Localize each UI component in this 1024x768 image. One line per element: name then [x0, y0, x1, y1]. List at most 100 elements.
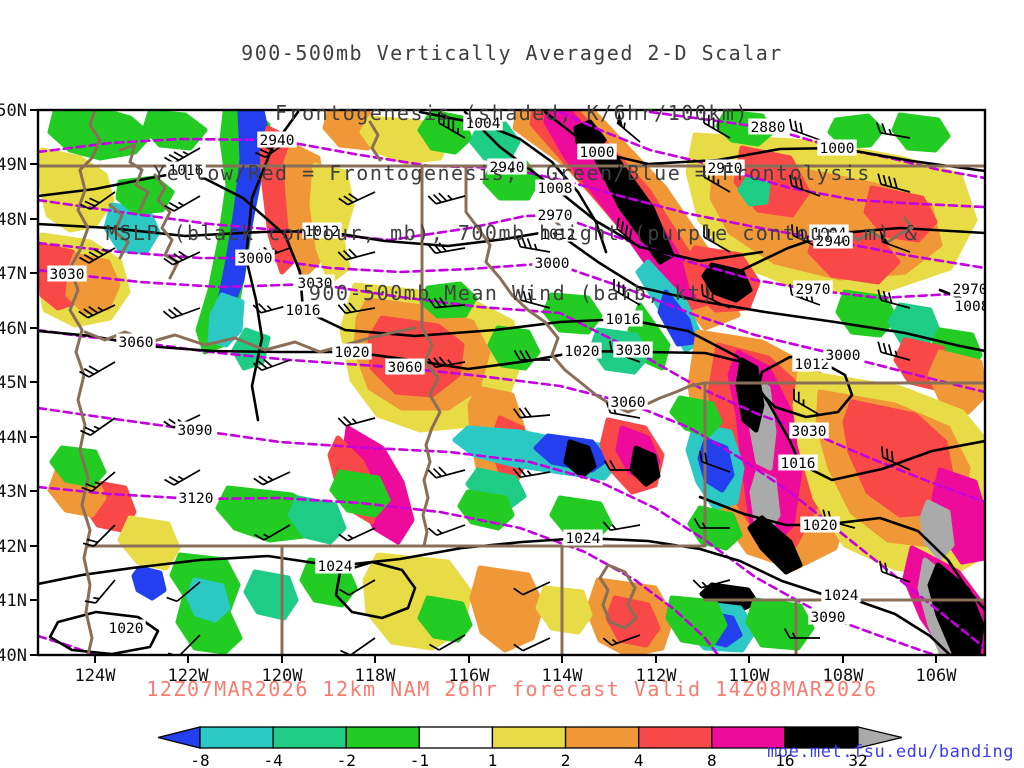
wind-barb — [78, 304, 116, 319]
frontogenesis-shading-blob — [243, 569, 299, 621]
contour-label: 2940 — [257, 131, 297, 149]
frontogenesis-shading-blob — [891, 112, 951, 153]
wind-barb — [80, 191, 116, 210]
contour-label: 1004 — [463, 114, 503, 132]
colorbar-tick-label: 16 — [775, 751, 794, 768]
contour-label: 3090 — [808, 608, 848, 626]
wind-barb — [602, 634, 641, 647]
wind-barb — [616, 163, 641, 196]
lon-tick-label: 112W — [636, 666, 678, 686]
frontogenesis-shading-blob — [469, 565, 545, 653]
wind-barb — [339, 579, 376, 596]
colorbar-segment — [199, 726, 274, 749]
wind-barb — [877, 173, 911, 193]
wind-barb — [427, 356, 466, 369]
lon-tick-label: 122W — [168, 666, 210, 686]
svg-text:3000: 3000 — [826, 348, 861, 364]
lat-tick-label: 48N — [0, 210, 27, 230]
lon-tick-label: 114W — [542, 666, 584, 686]
colorbar-segment — [638, 726, 713, 749]
site-url-link[interactable]: moe.met.fsu.edu/banding — [767, 742, 1014, 762]
svg-text:1016: 1016 — [169, 163, 204, 179]
svg-text:3090: 3090 — [178, 423, 213, 439]
contour-label: 2970 — [535, 206, 575, 224]
contour-label: 3030 — [295, 274, 335, 292]
svg-text:1020: 1020 — [565, 344, 600, 360]
contour-label: 3030 — [47, 265, 87, 283]
svg-text:1008: 1008 — [538, 181, 573, 197]
lat-tick-label: 43N — [0, 482, 27, 502]
lon-tick-label: 110W — [729, 666, 771, 686]
lat-tick-label: 45N — [0, 373, 27, 393]
state-border — [464, 164, 707, 414]
wind-barb — [429, 634, 466, 651]
wind-barb — [616, 217, 641, 249]
wind-barb — [253, 471, 291, 486]
contour-label: 2940 — [487, 158, 527, 176]
wind-barb — [337, 302, 376, 315]
colorbar-segment — [418, 726, 494, 749]
mslp-contour — [698, 495, 985, 612]
colorbar-tick-label: -8 — [190, 751, 209, 768]
svg-text:2940: 2940 — [490, 160, 525, 176]
contour-label: 1016 — [283, 301, 323, 319]
contour-label: 1000 — [577, 143, 617, 161]
colorbar-tick-label: -4 — [263, 751, 282, 768]
forecast-valid-text: 12Z07MAR2026 12km NAM 26hr forecast Vali… — [146, 677, 878, 701]
colorbar-segment — [491, 726, 567, 749]
colorbar-tick-label: 8 — [707, 751, 717, 768]
wind-barb — [789, 174, 821, 197]
frontogenesis-shading-blob — [417, 110, 473, 155]
wind-barb — [79, 361, 116, 378]
svg-text:3090: 3090 — [811, 610, 846, 626]
wind-barb — [79, 247, 116, 264]
wind-barb — [877, 289, 911, 309]
title-line-1: 900-500mb Vertically Averaged 2-D Scalar — [241, 41, 783, 65]
wind-barb — [879, 229, 911, 253]
svg-text:2970: 2970 — [538, 208, 573, 224]
wind-barb — [701, 284, 731, 309]
wind-barb — [513, 350, 550, 361]
state-border — [68, 110, 102, 655]
wind-barb — [603, 460, 640, 471]
svg-text:3060: 3060 — [388, 360, 423, 376]
svg-text:3030: 3030 — [792, 424, 827, 440]
svg-text:3120: 3120 — [179, 491, 214, 507]
wind-barb — [515, 236, 551, 253]
contour-label: 1020 — [332, 343, 372, 361]
frontogenesis-shading-blob — [629, 445, 661, 487]
frontogenesis-shading-blob — [737, 175, 771, 207]
frontogenesis-shading-blob — [665, 595, 728, 648]
title-line-2: Frontogenesis (shaded, K/6hr/100km) — [275, 101, 749, 125]
contour-label: 1000 — [817, 139, 857, 157]
svg-text:2970: 2970 — [953, 282, 988, 298]
contour-label: 3030 — [789, 422, 829, 440]
lat-tick-label: 50N — [0, 101, 27, 121]
lat-tick-label: 46N — [0, 319, 27, 339]
contour-label: 1008 — [535, 179, 575, 197]
wind-barb — [783, 628, 820, 639]
wind-barb — [513, 637, 551, 652]
frontogenesis-shading-blob — [919, 499, 955, 561]
contour-label: 1016 — [603, 310, 643, 328]
wind-barb — [252, 358, 291, 372]
colorbar-arrow-right — [857, 726, 903, 749]
wind-barb — [428, 297, 466, 309]
svg-text:1020: 1020 — [335, 345, 370, 361]
wind-barb — [427, 466, 466, 479]
svg-text:1016: 1016 — [606, 312, 641, 328]
wind-barb — [692, 579, 731, 589]
frontogenesis-shading-blob — [117, 515, 181, 571]
colorbar-arrow-left — [157, 726, 201, 749]
wind-barb — [164, 195, 201, 212]
mslp-contour — [334, 560, 417, 620]
contour-label: 1012 — [792, 355, 832, 373]
lat-tick-label: 47N — [0, 264, 27, 284]
colorbar-tick-label: 32 — [848, 751, 867, 768]
svg-text:1012: 1012 — [541, 227, 576, 243]
chart-title-block: 900-500mb Vertically Averaged 2-D Scalar… — [0, 3, 1024, 343]
contour-label: 3000 — [823, 346, 863, 364]
frontogenesis-shading-blob — [669, 395, 723, 438]
